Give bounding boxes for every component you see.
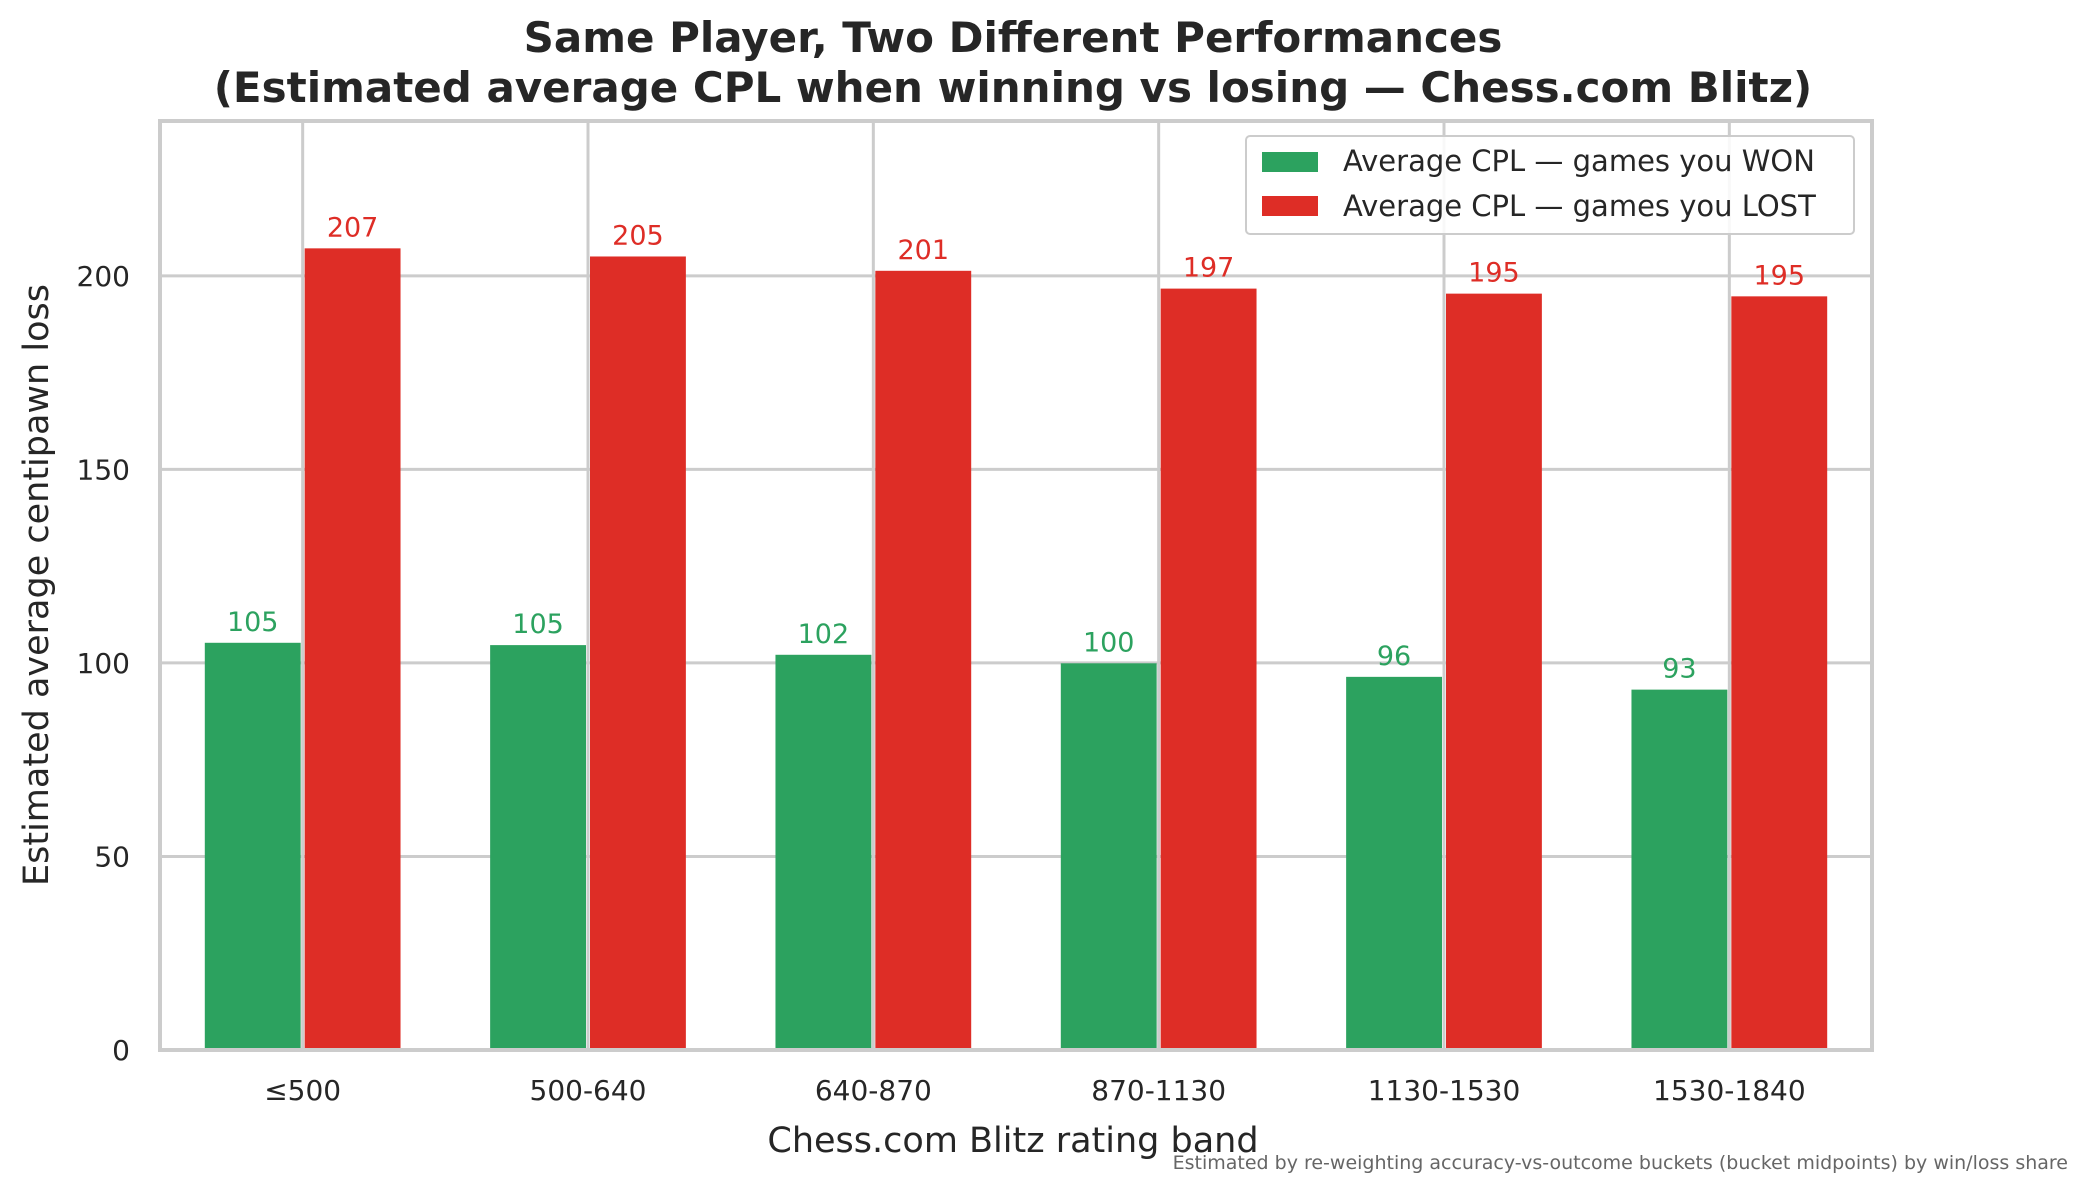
- legend-label-lost: Average CPL — games you LOST: [1343, 189, 1816, 223]
- data-label-won: 105: [512, 609, 564, 640]
- chart-title-line1: Same Player, Two Different Performances: [524, 13, 1503, 62]
- data-label-lost: 205: [612, 220, 664, 251]
- x-axis-label: Chess.com Blitz rating band: [767, 1121, 1258, 1161]
- x-tick-label: ≤500: [264, 1074, 341, 1107]
- legend-box: [1245, 135, 1855, 235]
- legend-label-won: Average CPL — games you WON: [1343, 144, 1815, 178]
- y-tick-label: 0: [112, 1034, 130, 1067]
- bar-won: [490, 645, 586, 1050]
- data-label-won: 96: [1377, 641, 1411, 672]
- x-tick-label: 640-870: [815, 1074, 932, 1107]
- data-label-lost: 201: [897, 235, 949, 266]
- bar-lost: [1446, 293, 1542, 1050]
- data-label-lost: 197: [1183, 253, 1235, 284]
- data-label-lost: 195: [1468, 258, 1520, 289]
- y-tick-label: 100: [77, 647, 130, 680]
- data-label-lost: 207: [327, 212, 379, 243]
- bar-won: [1346, 676, 1442, 1050]
- data-labels: 105 105 102 100 96 93 207 205 201 197 195 195: [227, 212, 1805, 684]
- data-label-won: 105: [227, 607, 279, 638]
- legend: Average CPL — games you WON Average CPL …: [1245, 135, 1855, 235]
- data-label-lost: 195: [1753, 260, 1805, 291]
- bar-lost: [1160, 288, 1257, 1051]
- chart-footnote: Estimated by re-weighting accuracy-vs-ou…: [1173, 1152, 2068, 1174]
- bar-lost: [875, 270, 972, 1050]
- x-tick-label: 1130-1530: [1368, 1074, 1521, 1107]
- legend-swatch-won: [1262, 152, 1318, 172]
- data-label-won: 100: [1083, 627, 1135, 658]
- data-label-won: 102: [798, 619, 850, 650]
- x-tick-label: 500-640: [530, 1074, 647, 1107]
- grid: [160, 121, 1872, 1052]
- x-tick-label: 870-1130: [1091, 1074, 1226, 1107]
- y-tick-label: 150: [77, 453, 130, 486]
- y-tick-label: 200: [77, 260, 130, 293]
- y-tick-label: 50: [94, 840, 130, 873]
- bar-lost: [590, 256, 686, 1051]
- bar-lost: [304, 248, 401, 1051]
- legend-swatch-lost: [1262, 196, 1318, 216]
- bars: [204, 248, 1828, 1051]
- bar-won: [775, 654, 872, 1050]
- bar-lost: [1731, 296, 1828, 1050]
- bar-won: [1631, 689, 1728, 1050]
- chart-title-line2: (Estimated average CPL when winning vs l…: [214, 63, 1813, 112]
- data-label-won: 93: [1662, 654, 1696, 685]
- plot-frame: [158, 119, 1874, 1052]
- bar-won: [204, 642, 301, 1050]
- y-axis-label: Estimated average centipawn loss: [17, 284, 57, 886]
- bar-won: [1060, 663, 1157, 1050]
- tick-labels: 0 50 100 150 200 ≤500 500-640 640-870 870-1130 11…: [77, 260, 1806, 1107]
- x-tick-label: 1530-1840: [1653, 1074, 1806, 1107]
